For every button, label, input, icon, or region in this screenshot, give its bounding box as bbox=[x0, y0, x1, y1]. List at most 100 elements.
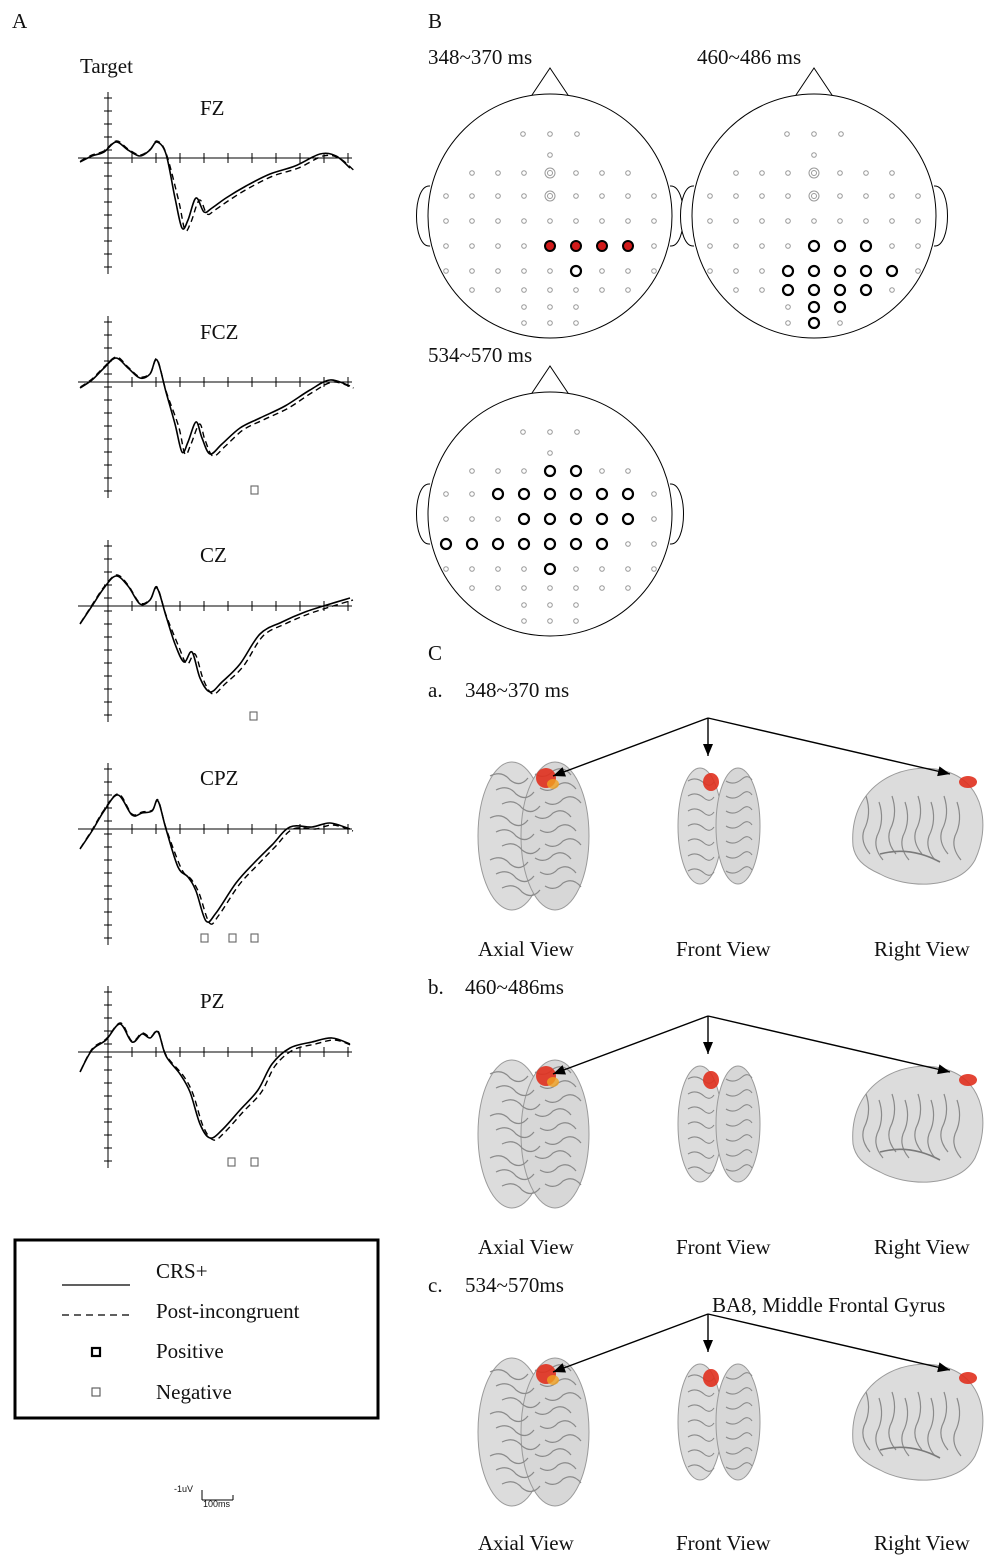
left-ear bbox=[416, 483, 431, 545]
right-ear bbox=[933, 185, 948, 247]
electrode bbox=[520, 131, 526, 137]
waveform-post-incongruent bbox=[80, 140, 354, 232]
electrode-significant bbox=[595, 487, 609, 501]
electrode-significant bbox=[439, 537, 453, 551]
electrode-significant bbox=[596, 240, 608, 252]
electrode bbox=[443, 218, 449, 224]
axial-right-hemisphere bbox=[520, 1357, 590, 1507]
electrode bbox=[915, 268, 921, 274]
electrode bbox=[811, 131, 817, 137]
electrode bbox=[573, 618, 579, 624]
electrode bbox=[651, 541, 657, 547]
electrode-significant bbox=[570, 240, 582, 252]
electrode bbox=[469, 193, 475, 199]
brain-row-1 bbox=[477, 717, 984, 911]
electrode bbox=[707, 193, 713, 199]
electrode bbox=[547, 602, 553, 608]
scale-amplitude: -1uV bbox=[174, 1484, 194, 1494]
condition-title: Target bbox=[80, 54, 133, 78]
electrode bbox=[495, 516, 501, 522]
electrode bbox=[521, 618, 527, 624]
electrode-significant bbox=[807, 300, 821, 314]
electrode-significant bbox=[543, 537, 557, 551]
electrode bbox=[574, 131, 580, 137]
electrode-significant bbox=[621, 487, 635, 501]
electrode bbox=[547, 131, 553, 137]
brain-row-2 bbox=[477, 1015, 984, 1209]
row-c-window: 534~570ms bbox=[465, 1273, 564, 1297]
axial-right-hemisphere bbox=[520, 761, 590, 911]
front-right-hemisphere bbox=[715, 767, 761, 885]
electrode bbox=[784, 131, 790, 137]
activation-blob bbox=[959, 1074, 977, 1086]
electrode bbox=[733, 243, 739, 249]
electrode-significant bbox=[807, 239, 821, 253]
electrode bbox=[785, 193, 791, 199]
electrode-significant bbox=[517, 512, 531, 526]
electrode-significant bbox=[569, 264, 583, 278]
electrode bbox=[625, 268, 631, 274]
electrode bbox=[443, 243, 449, 249]
electrode bbox=[574, 429, 580, 435]
electrode bbox=[469, 243, 475, 249]
electrode bbox=[863, 218, 869, 224]
electrode bbox=[521, 218, 527, 224]
electrode bbox=[889, 243, 895, 249]
activation-blob bbox=[703, 773, 719, 791]
electrode-significant bbox=[595, 512, 609, 526]
scalp-map-2 bbox=[680, 67, 948, 339]
electrode bbox=[759, 243, 765, 249]
electrode-significant bbox=[465, 537, 479, 551]
electrode bbox=[495, 218, 501, 224]
axial-right-hemisphere bbox=[520, 1059, 590, 1209]
waveform-post-incongruent bbox=[80, 356, 354, 457]
nose bbox=[529, 365, 571, 397]
electrode bbox=[811, 152, 817, 158]
row-c-tag: c. bbox=[428, 1273, 443, 1297]
electrode bbox=[651, 193, 657, 199]
electrode bbox=[521, 268, 527, 274]
row-a-window: 348~370 ms bbox=[465, 678, 570, 702]
sig-negative-marker bbox=[250, 485, 259, 495]
map-window-1: 348~370 ms bbox=[428, 45, 533, 69]
electrode bbox=[547, 287, 553, 293]
erp-panel-fz bbox=[78, 92, 354, 274]
electrode bbox=[521, 468, 527, 474]
electrode bbox=[521, 243, 527, 249]
electrode-significant bbox=[544, 240, 556, 252]
electrode-significant bbox=[517, 487, 531, 501]
scalp-maps bbox=[416, 67, 948, 637]
electrode bbox=[495, 243, 501, 249]
electrode bbox=[573, 193, 579, 199]
electrode bbox=[521, 304, 527, 310]
electrode-significant bbox=[595, 537, 609, 551]
electrode bbox=[759, 193, 765, 199]
waveform-crs bbox=[79, 141, 351, 230]
waveform-crs bbox=[79, 357, 351, 455]
electrode bbox=[469, 516, 475, 522]
legend-box bbox=[13, 1238, 380, 1420]
map-window-2: 460~486 ms bbox=[697, 45, 802, 69]
electrode bbox=[625, 566, 631, 572]
electrode bbox=[495, 468, 501, 474]
scale-time: 100ms bbox=[203, 1499, 231, 1509]
electrode bbox=[863, 193, 869, 199]
electrode bbox=[547, 450, 553, 456]
electrode-significant bbox=[833, 300, 847, 314]
electrode-significant bbox=[543, 562, 557, 576]
legend-negative-label: Negative bbox=[156, 1380, 232, 1404]
electrode bbox=[733, 170, 739, 176]
view-front-a: Front View bbox=[676, 937, 771, 961]
waveform-crs bbox=[79, 794, 351, 923]
electrode bbox=[521, 193, 527, 199]
electrode bbox=[547, 218, 553, 224]
electrode bbox=[837, 218, 843, 224]
electrode-reference bbox=[544, 190, 556, 202]
electrode bbox=[651, 243, 657, 249]
electrode bbox=[837, 170, 843, 176]
electrode bbox=[625, 218, 631, 224]
electrode bbox=[443, 491, 449, 497]
electrode bbox=[889, 218, 895, 224]
sig-negative-marker bbox=[228, 933, 237, 943]
